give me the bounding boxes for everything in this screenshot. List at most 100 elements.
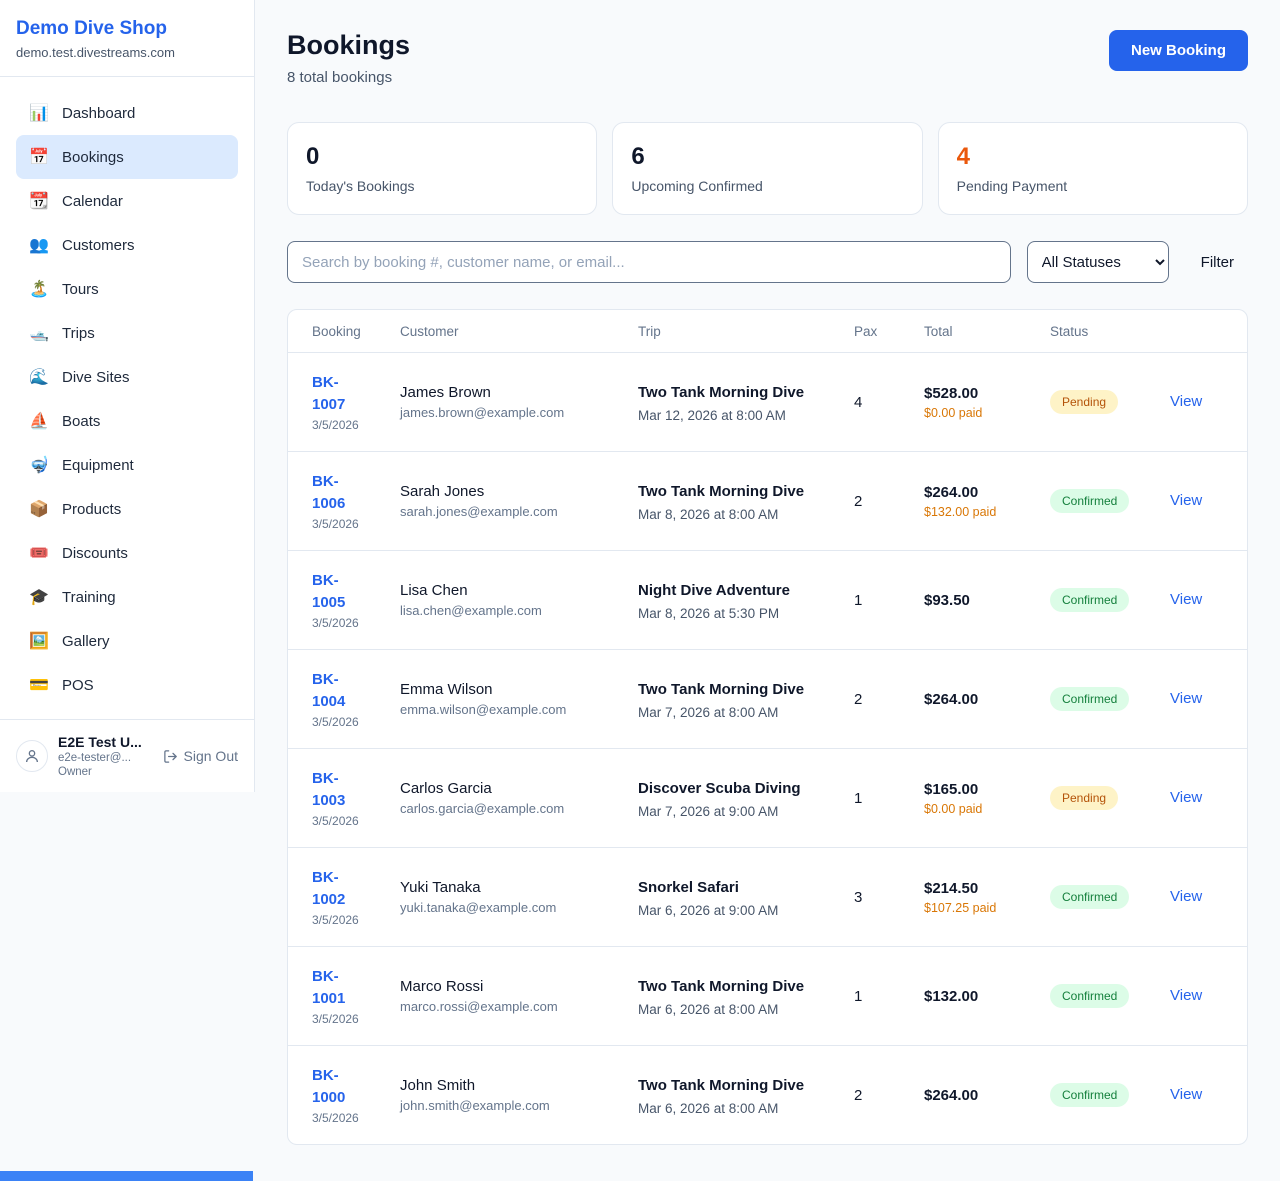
trip-name: Discover Scuba Diving — [638, 780, 801, 798]
view-link[interactable]: View — [1170, 393, 1203, 410]
nav-item-label: Dashboard — [62, 104, 136, 122]
table-header-row: Booking Customer Trip Pax Total Status — [288, 310, 1247, 352]
shop-domain: demo.test.divestreams.com — [16, 45, 175, 60]
booking-id-link[interactable]: BK-1003 — [312, 769, 346, 809]
booking-id-link[interactable]: BK-1002 — [312, 868, 346, 908]
booking-id-link[interactable]: BK-1004 — [312, 670, 346, 710]
sidebar-nav-item[interactable]: 🛥️ Trips — [16, 311, 238, 355]
page-title-block: Bookings 8 total bookings — [287, 30, 410, 86]
total-cell: $528.00 $0.00 paid — [924, 385, 1050, 420]
sidebar-nav-item[interactable]: 💳 POS — [16, 663, 238, 707]
sidebar-nav-item[interactable]: 🎟️ Discounts — [16, 531, 238, 575]
booking-cell: BK-1004 3/5/2026 — [312, 669, 400, 730]
nav-item-label: Boats — [62, 412, 101, 430]
sidebar-nav-item[interactable]: 🌊 Dive Sites — [16, 355, 238, 399]
trip-datetime: Mar 8, 2026 at 5:30 PM — [638, 605, 780, 621]
table-row: BK-1007 3/5/2026 James Brown james.brown… — [288, 352, 1247, 451]
trip-cell: Night Dive Adventure Mar 8, 2026 at 5:30… — [638, 579, 854, 620]
view-link[interactable]: View — [1170, 690, 1203, 707]
status-badge: Confirmed — [1050, 885, 1130, 909]
booking-date: 3/5/2026 — [312, 616, 359, 631]
booking-date: 3/5/2026 — [312, 1012, 359, 1027]
nav-item-label: Calendar — [62, 192, 123, 210]
pax-count: 1 — [854, 591, 863, 609]
page-title: Bookings — [287, 30, 411, 60]
total-amount: $264.00 — [924, 690, 979, 708]
sidebar-nav-item[interactable]: 🤿 Equipment — [16, 443, 238, 487]
status-badge: Confirmed — [1050, 1083, 1130, 1107]
user-info: E2E Test U... e2e-tester@... Owner — [58, 734, 153, 778]
trip-cell: Two Tank Morning Dive Mar 7, 2026 at 8:0… — [638, 678, 854, 719]
search-input[interactable] — [287, 241, 1011, 283]
booking-id-link[interactable]: BK-1000 — [312, 1066, 346, 1106]
sidebar-nav-item[interactable]: 📆 Calendar — [16, 179, 238, 223]
view-link[interactable]: View — [1170, 987, 1203, 1004]
sign-out-button[interactable]: Sign Out — [163, 748, 238, 764]
customer-email: john.smith@example.com — [400, 1098, 550, 1113]
stats-row: 0 Today's Bookings 6 Upcoming Confirmed … — [287, 122, 1248, 215]
view-link[interactable]: View — [1170, 888, 1203, 905]
customer-cell: Lisa Chen lisa.chen@example.com — [400, 582, 638, 618]
customer-email: sarah.jones@example.com — [400, 504, 558, 519]
action-cell: View — [1170, 591, 1223, 609]
customer-email: marco.rossi@example.com — [400, 999, 558, 1014]
status-cell: Confirmed — [1050, 489, 1170, 513]
customer-name: Lisa Chen — [400, 582, 468, 599]
customer-cell: James Brown james.brown@example.com — [400, 384, 638, 420]
status-cell: Confirmed — [1050, 687, 1170, 711]
sidebar-nav-item[interactable]: ⛵ Boats — [16, 399, 238, 443]
action-cell: View — [1170, 1086, 1223, 1104]
booking-id-link[interactable]: BK-1005 — [312, 571, 346, 611]
trip-cell: Two Tank Morning Dive Mar 8, 2026 at 8:0… — [638, 480, 854, 521]
table-row: BK-1000 3/5/2026 John Smith john.smith@e… — [288, 1045, 1247, 1144]
filter-button[interactable]: Filter — [1200, 253, 1234, 271]
action-cell: View — [1170, 393, 1223, 411]
sidebar-nav-item[interactable]: 📦 Products — [16, 487, 238, 531]
booking-cell: BK-1002 3/5/2026 — [312, 867, 400, 928]
booking-date: 3/5/2026 — [312, 1111, 359, 1126]
status-cell: Pending — [1050, 786, 1170, 810]
view-link[interactable]: View — [1170, 789, 1203, 806]
action-cell: View — [1170, 987, 1223, 1005]
col-header-booking: Booking — [312, 323, 361, 339]
nav-item-label: Equipment — [62, 456, 134, 474]
total-cell: $165.00 $0.00 paid — [924, 781, 1050, 816]
booking-date: 3/5/2026 — [312, 814, 359, 829]
sidebar-nav-item[interactable]: 🖼️ Gallery — [16, 619, 238, 663]
equipment-icon: 🤿 — [29, 457, 49, 474]
pax-count: 2 — [854, 690, 863, 708]
view-link[interactable]: View — [1170, 492, 1203, 509]
total-amount: $165.00 — [924, 780, 979, 798]
user-email: e2e-tester@... — [58, 752, 132, 764]
sidebar-nav-item[interactable]: 🎓 Training — [16, 575, 238, 619]
booking-id-link[interactable]: BK-1006 — [312, 472, 346, 512]
sidebar: Demo Dive Shop demo.test.divestreams.com… — [0, 0, 255, 792]
status-badge: Pending — [1050, 786, 1119, 810]
new-booking-button[interactable]: New Booking — [1108, 30, 1248, 71]
sidebar-nav-item[interactable]: 👥 Customers — [16, 223, 238, 267]
total-cell: $214.50 $107.25 paid — [924, 880, 1050, 915]
status-select[interactable]: All Statuses — [1026, 241, 1169, 283]
sign-out-label: Sign Out — [183, 748, 238, 764]
view-link[interactable]: View — [1170, 1086, 1203, 1103]
training-icon: 🎓 — [29, 589, 49, 606]
bookings-table: Booking Customer Trip Pax Total Status B… — [287, 309, 1248, 1145]
status-badge: Confirmed — [1050, 489, 1130, 513]
main-content: Bookings 8 total bookings New Booking 0 … — [255, 0, 1280, 1181]
sidebar-nav-item[interactable]: 🏝️ Tours — [16, 267, 238, 311]
table-row: BK-1002 3/5/2026 Yuki Tanaka yuki.tanaka… — [288, 847, 1247, 946]
paid-amount: $0.00 paid — [924, 801, 983, 816]
sidebar-nav-item[interactable]: 📊 Dashboard — [16, 91, 238, 135]
sidebar-nav-item[interactable]: 📅 Bookings — [16, 135, 238, 179]
stat-label: Today's Bookings — [306, 178, 415, 194]
products-icon: 📦 — [29, 501, 49, 518]
trip-datetime: Mar 8, 2026 at 8:00 AM — [638, 506, 779, 522]
trip-cell: Discover Scuba Diving Mar 7, 2026 at 9:0… — [638, 777, 854, 818]
action-cell: View — [1170, 888, 1223, 906]
customer-email: yuki.tanaka@example.com — [400, 900, 557, 915]
view-link[interactable]: View — [1170, 591, 1203, 608]
booking-id-link[interactable]: BK-1007 — [312, 373, 346, 413]
tours-icon: 🏝️ — [29, 281, 49, 298]
booking-id-link[interactable]: BK-1001 — [312, 967, 346, 1007]
booking-cell: BK-1006 3/5/2026 — [312, 471, 400, 532]
